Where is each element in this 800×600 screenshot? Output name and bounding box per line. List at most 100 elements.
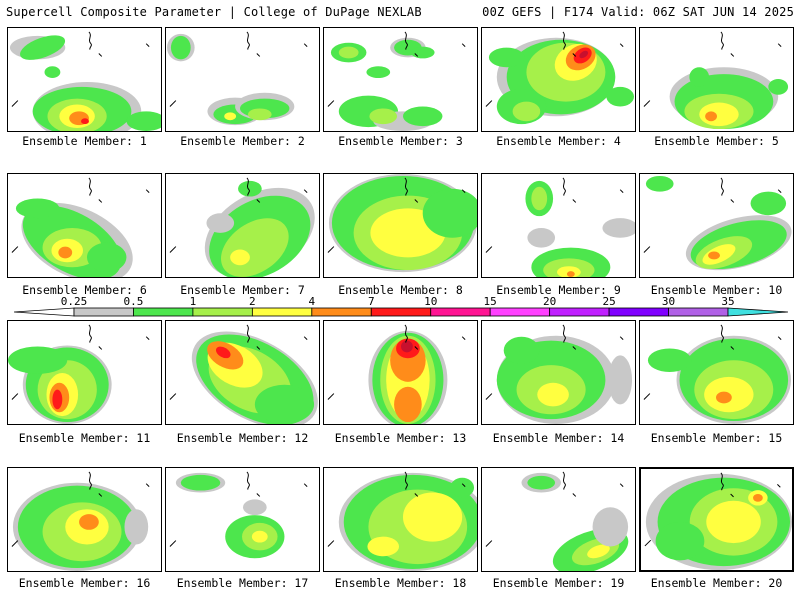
- scp-contour-region: [531, 186, 548, 211]
- ensemble-member-map-12[interactable]: [165, 320, 320, 425]
- scp-field-map: [643, 324, 792, 424]
- coastline: [562, 324, 566, 343]
- color-scale-segment: [668, 307, 729, 317]
- coastline: [169, 393, 177, 400]
- coastline: [720, 472, 724, 491]
- coastline: [88, 31, 92, 50]
- coastline: [414, 346, 419, 350]
- coastline: [327, 540, 335, 547]
- ensemble-member-map-19[interactable]: [481, 467, 636, 572]
- coastline: [619, 43, 624, 47]
- scp-contour-region: [369, 108, 398, 125]
- ensemble-member-map-15[interactable]: [639, 320, 794, 425]
- coastline: [730, 53, 735, 57]
- ensemble-member-map-20[interactable]: [639, 467, 794, 572]
- scp-contour-region: [15, 198, 60, 219]
- coastline: [777, 336, 782, 340]
- scp-field-map: [169, 471, 308, 559]
- color-scale-tick-label: 10: [424, 296, 437, 308]
- coastline: [461, 336, 466, 340]
- color-scale-tick-label: 20: [543, 296, 556, 308]
- ensemble-member-label: Ensemble Member: 15: [650, 431, 783, 445]
- scp-field-map: [169, 324, 318, 424]
- color-scale-tick-label: 0.5: [124, 296, 144, 308]
- scp-field-map: [166, 31, 308, 126]
- coastline: [327, 246, 335, 253]
- color-scale-segment: [370, 307, 432, 317]
- ensemble-member-label: Ensemble Member: 10: [650, 283, 783, 297]
- scp-contour-region: [52, 389, 63, 410]
- ensemble-member-label: Ensemble Member: 11: [18, 431, 151, 445]
- scp-contour-region: [527, 475, 556, 490]
- scp-contour-region: [402, 492, 463, 542]
- scp-contour-region: [579, 50, 589, 59]
- coastline: [777, 189, 782, 193]
- ensemble-member-map-2[interactable]: [165, 27, 320, 132]
- coastline: [414, 493, 419, 497]
- ensemble-member-map-18[interactable]: [323, 467, 478, 572]
- scp-contour-region: [124, 509, 149, 545]
- scp-contour-region: [338, 46, 359, 59]
- ensemble-member-map-7[interactable]: [165, 173, 320, 278]
- scp-contour-region: [602, 218, 635, 238]
- scp-contour-region: [655, 521, 705, 561]
- ensemble-member-label: Ensemble Member: 4: [496, 134, 621, 148]
- coastline: [88, 471, 92, 490]
- ensemble-member-map-17[interactable]: [165, 467, 320, 572]
- scp-field-map: [11, 471, 150, 571]
- ensemble-member-map-11[interactable]: [7, 320, 162, 425]
- coastline: [644, 539, 652, 547]
- scp-contour-region: [450, 477, 475, 498]
- coastline: [572, 493, 577, 497]
- color-scale-tick-label: 30: [662, 296, 675, 308]
- scp-field-map: [485, 177, 635, 277]
- scp-contour-region: [170, 35, 191, 60]
- scp-contour-region: [422, 188, 477, 238]
- ensemble-member-map-16[interactable]: [7, 467, 162, 572]
- color-scale-tick-label: 25: [602, 296, 615, 308]
- coastline: [404, 177, 408, 196]
- scp-contour-region: [708, 251, 720, 260]
- scp-contour-region: [608, 355, 633, 405]
- coastline: [720, 324, 724, 343]
- scp-contour-region: [20, 35, 66, 60]
- ensemble-member-map-6[interactable]: [7, 173, 162, 278]
- coastline: [145, 336, 150, 340]
- ensemble-member-map-5[interactable]: [639, 27, 794, 132]
- ensemble-member-map-3[interactable]: [323, 27, 478, 132]
- coastline: [404, 324, 408, 343]
- scp-contour-region: [44, 66, 61, 79]
- ensemble-member-map-10[interactable]: [639, 173, 794, 278]
- coastline: [720, 177, 724, 196]
- coastline: [461, 483, 466, 487]
- scp-contour-region: [537, 382, 569, 407]
- scp-contour-region: [238, 180, 262, 197]
- coastline: [327, 393, 335, 400]
- ensemble-member-map-9[interactable]: [481, 173, 636, 278]
- coastline: [414, 199, 419, 203]
- ensemble-member-map-13[interactable]: [323, 320, 478, 425]
- color-scale-tick-label: 0.25: [61, 296, 88, 308]
- color-scale-segment: [608, 307, 669, 317]
- scp-contour-region: [242, 499, 267, 516]
- coastline: [98, 199, 103, 203]
- scp-contour-region: [750, 191, 787, 216]
- ensemble-member-map-1[interactable]: [7, 27, 162, 132]
- coastline: [98, 493, 103, 497]
- scp-field-map: [327, 174, 477, 273]
- coastline: [730, 346, 735, 350]
- ensemble-member-map-8[interactable]: [323, 173, 478, 278]
- scp-contour-region: [230, 249, 250, 266]
- ensemble-member-label: Ensemble Member: 20: [650, 576, 783, 590]
- ensemble-member-map-14[interactable]: [481, 320, 636, 425]
- coastline: [572, 199, 577, 203]
- ensemble-member-map-4[interactable]: [481, 27, 636, 132]
- ensemble-member-label: Ensemble Member: 6: [22, 283, 147, 297]
- coastline: [485, 393, 493, 400]
- coastline: [11, 393, 19, 400]
- scp-contour-region: [512, 101, 541, 122]
- coastline: [572, 53, 577, 57]
- map-title: Supercell Composite Parameter | College …: [6, 5, 422, 19]
- run-valid-time: 00Z GEFS | F174 Valid: 06Z SAT JUN 14 20…: [482, 5, 794, 19]
- scp-contour-region: [689, 67, 710, 87]
